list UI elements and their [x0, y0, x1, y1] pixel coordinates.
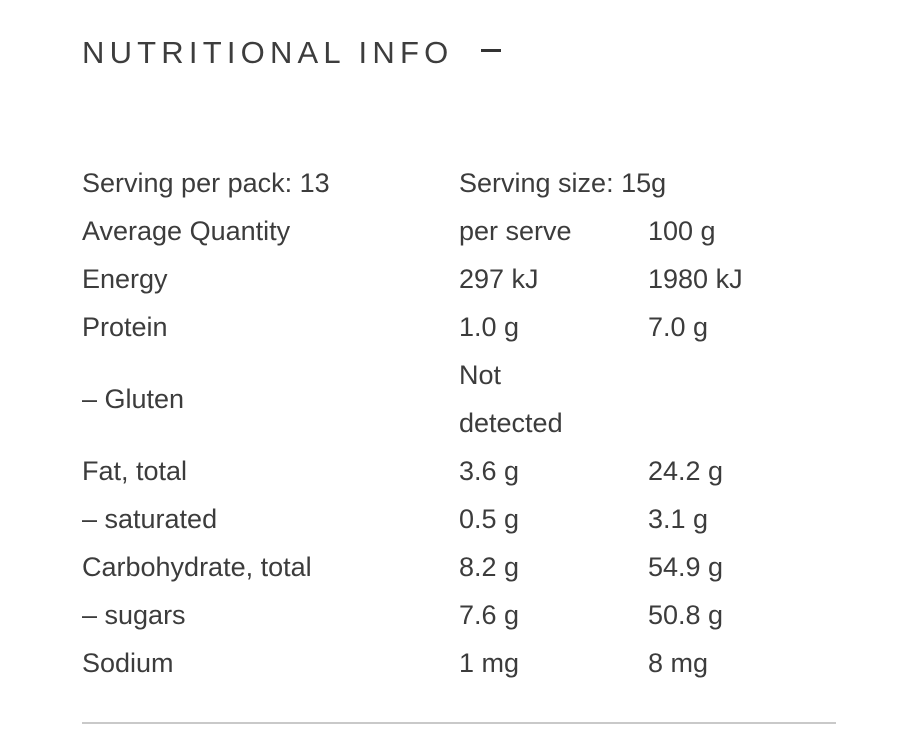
row-label: – sugars	[82, 600, 186, 630]
per-serve-value: 7.6 g	[459, 600, 520, 630]
per-100g-value: 50.8 g	[648, 600, 724, 630]
row-label: Protein	[82, 312, 168, 342]
per-100g-value: 1980 kJ	[648, 264, 743, 294]
per-serve-value: 8.2 g	[459, 552, 520, 582]
per-serve-value: 1.0 g	[459, 312, 520, 342]
per-100g-value: 3.1 g	[648, 504, 709, 534]
nutrition-table: Serving per pack: 13 Serving size: 15g A…	[82, 159, 842, 687]
per-serve-line: detected	[459, 408, 563, 438]
serving-size: Serving size: 15g	[459, 168, 667, 198]
section-title: NUTRITIONAL INFO	[82, 35, 454, 70]
per-serve-value: Not detected	[459, 351, 648, 447]
row-label: – Gluten	[82, 384, 185, 414]
per-serve-value: 3.6 g	[459, 456, 520, 486]
per-serve-value: 0.5 g	[459, 504, 520, 534]
per-serve-value: 1 mg	[459, 648, 520, 678]
table-row: – saturated 0.5 g 3.1 g	[82, 495, 842, 543]
serving-row: Serving per pack: 13 Serving size: 15g	[82, 159, 842, 207]
table-row: Sodium 1 mg 8 mg	[82, 639, 842, 687]
row-label: Fat, total	[82, 456, 188, 486]
minus-icon[interactable]	[481, 48, 502, 52]
table-row: – Gluten Not detected	[82, 351, 842, 447]
per-100g-value: 54.9 g	[648, 552, 724, 582]
table-row: – sugars 7.6 g 50.8 g	[82, 591, 842, 639]
row-label: Energy	[82, 264, 168, 294]
column-header-per-serve: per serve	[459, 216, 572, 246]
per-100g-value: 24.2 g	[648, 456, 724, 486]
table-header-row: Average Quantity per serve 100 g	[82, 207, 842, 255]
section-divider	[82, 722, 836, 724]
row-label: – saturated	[82, 504, 218, 534]
table-row: Energy 297 kJ 1980 kJ	[82, 255, 842, 303]
table-row: Carbohydrate, total 8.2 g 54.9 g	[82, 543, 842, 591]
row-label: Carbohydrate, total	[82, 552, 312, 582]
nutritional-info-toggle[interactable]: NUTRITIONAL INFO	[82, 30, 502, 76]
per-100g-value: 8 mg	[648, 648, 709, 678]
per-serve-value: 297 kJ	[459, 264, 539, 294]
column-header-per-100g: 100 g	[648, 216, 716, 246]
per-100g-value	[648, 351, 842, 447]
table-row: Fat, total 3.6 g 24.2 g	[82, 447, 842, 495]
table-row: Protein 1.0 g 7.0 g	[82, 303, 842, 351]
per-100g-value: 7.0 g	[648, 312, 709, 342]
row-label: Sodium	[82, 648, 174, 678]
per-serve-line: Not	[459, 360, 502, 390]
serving-per-pack: Serving per pack: 13	[82, 168, 330, 198]
column-header-label: Average Quantity	[82, 216, 291, 246]
